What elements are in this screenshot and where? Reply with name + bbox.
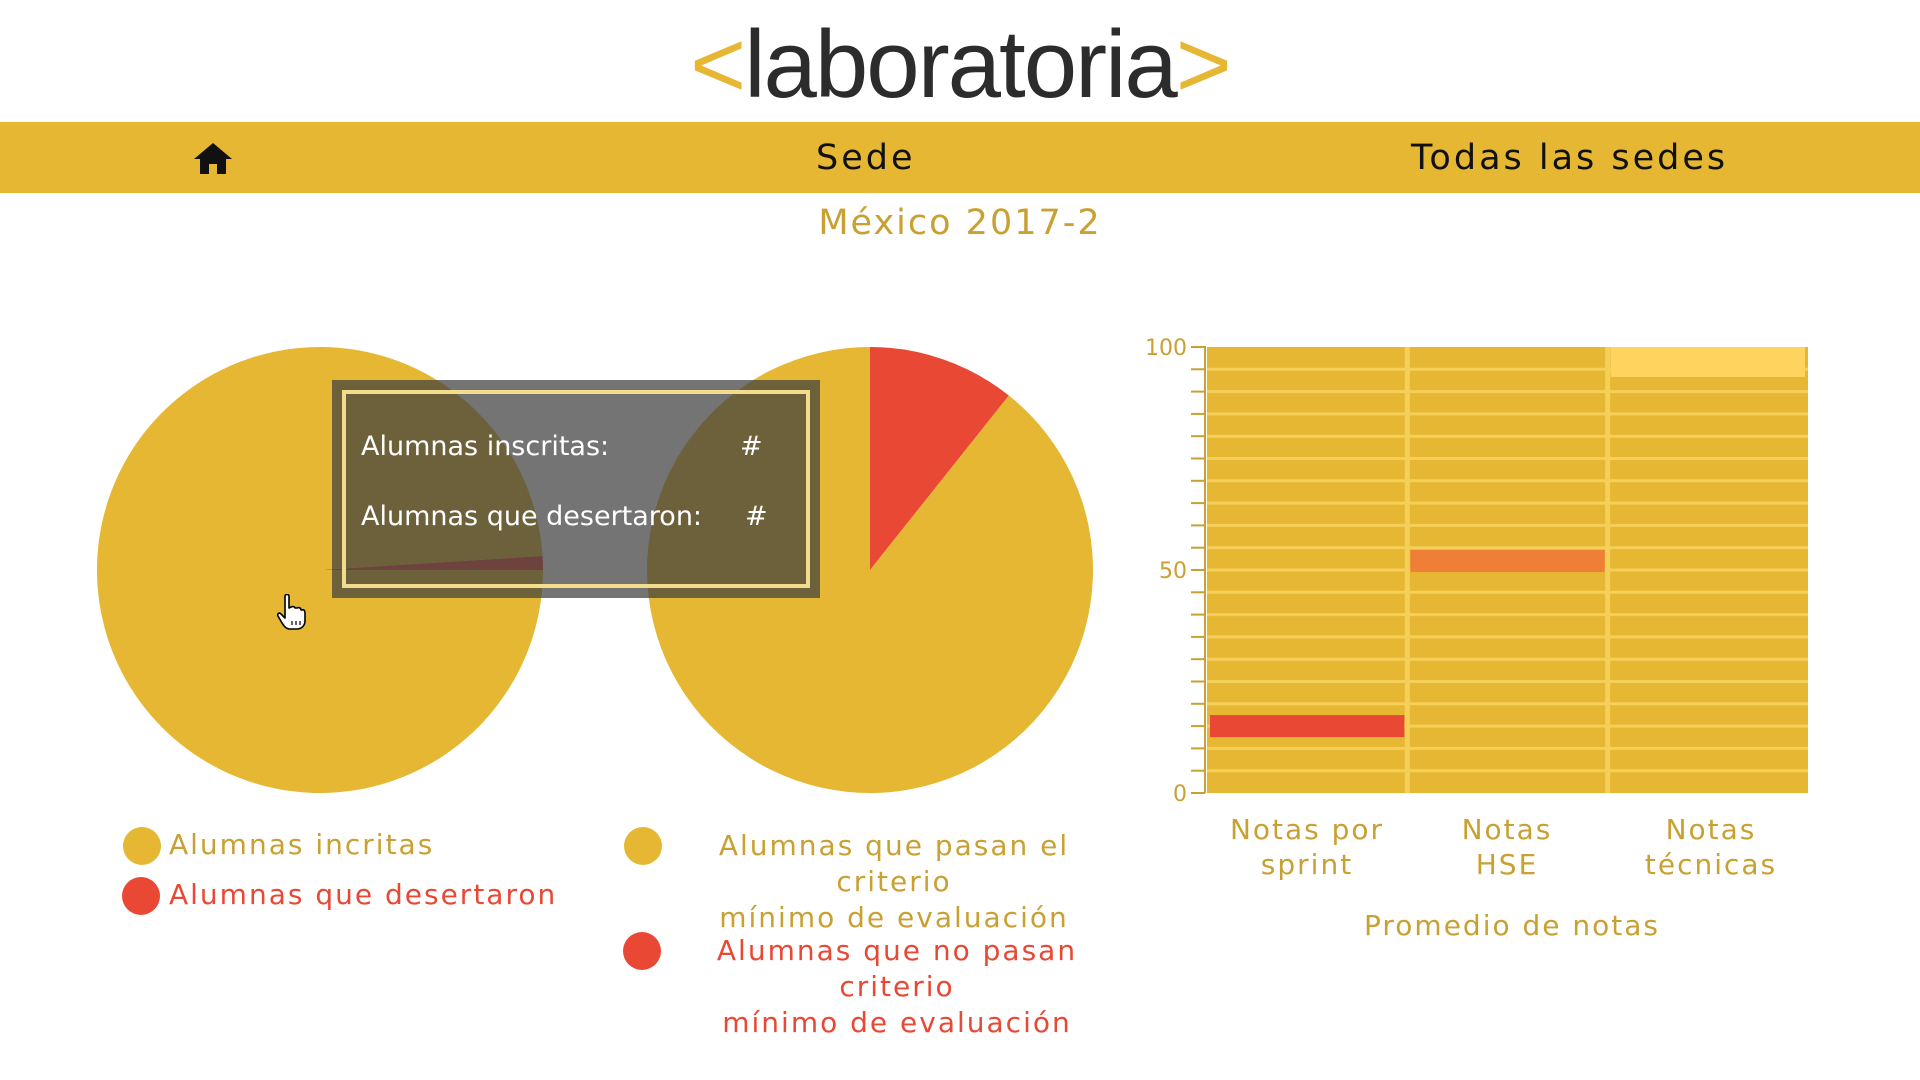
bar-category-hse: Notas HSE	[1407, 812, 1607, 882]
legend-label-inscritas: Alumnas incritas	[169, 828, 435, 861]
bar-category-tecnicas-line2: técnicas	[1644, 848, 1778, 881]
home-icon[interactable]	[193, 141, 233, 175]
nav-todas-sedes-link[interactable]: Todas las sedes	[1411, 138, 1729, 178]
logo-bracket-open: <	[690, 11, 746, 118]
bar-y-tick-label: 50	[1159, 559, 1187, 584]
tooltip-inscritas-value: #	[740, 431, 763, 462]
navbar	[0, 122, 1920, 193]
bar-category-sprint: Notas por sprint	[1207, 812, 1407, 882]
bar-category-tecnicas-line1: Notas	[1665, 813, 1757, 846]
tooltip-border	[342, 390, 810, 588]
chart-tooltip: Alumnas inscritas: # Alumnas que deserta…	[332, 380, 820, 598]
legend-label-pasan-line2: mínimo de evaluación	[719, 901, 1069, 934]
bar-y-tick-label: 100	[1145, 336, 1187, 361]
bar-1	[1410, 550, 1605, 573]
legend-label-no-pasan: Alumnas que no pasan criterio mínimo de …	[667, 933, 1127, 1041]
pie2-slice-0	[870, 347, 1009, 570]
nav-sede-link[interactable]: Sede	[816, 138, 916, 178]
legend-label-pasan: Alumnas que pasan el criterio mínimo de …	[669, 828, 1119, 936]
tooltip-inscritas-label: Alumnas inscritas:	[361, 431, 610, 462]
logo: <laboratoria>	[0, 10, 1920, 120]
logo-word: laboratoria	[744, 11, 1178, 118]
legend-label-desertaron: Alumnas que desertaron	[169, 878, 558, 911]
hand-cursor-icon	[276, 594, 306, 630]
bar-category-sprint-line2: sprint	[1260, 848, 1354, 881]
bar-category-hse-line2: HSE	[1475, 848, 1539, 881]
legend-label-pasan-line1: Alumnas que pasan el criterio	[718, 829, 1070, 898]
legend-dot-pasan	[624, 827, 662, 865]
bar-0	[1210, 715, 1405, 738]
bar-y-tick-label: 0	[1173, 782, 1187, 807]
legend-label-no-pasan-line1: Alumnas que no pasan criterio	[716, 934, 1078, 1003]
legend-dot-no-pasan	[623, 932, 661, 970]
bar-2-band	[1610, 347, 1805, 377]
tooltip-desertaron-label: Alumnas que desertaron:	[361, 501, 703, 532]
bar-category-tecnicas: Notas técnicas	[1611, 812, 1811, 882]
logo-bracket-close: >	[1175, 11, 1232, 118]
legend-label-no-pasan-line2: mínimo de evaluación	[722, 1006, 1072, 1039]
bar-category-hse-line1: Notas	[1461, 813, 1553, 846]
page-subtitle: México 2017-2	[818, 203, 1102, 243]
bar-axis-title: Promedio de notas	[1364, 909, 1661, 942]
legend-dot-inscritas	[123, 827, 161, 865]
bar-category-sprint-line1: Notas por	[1229, 813, 1385, 846]
legend-dot-desertaron	[122, 877, 160, 915]
tooltip-desertaron-value: #	[745, 501, 768, 532]
